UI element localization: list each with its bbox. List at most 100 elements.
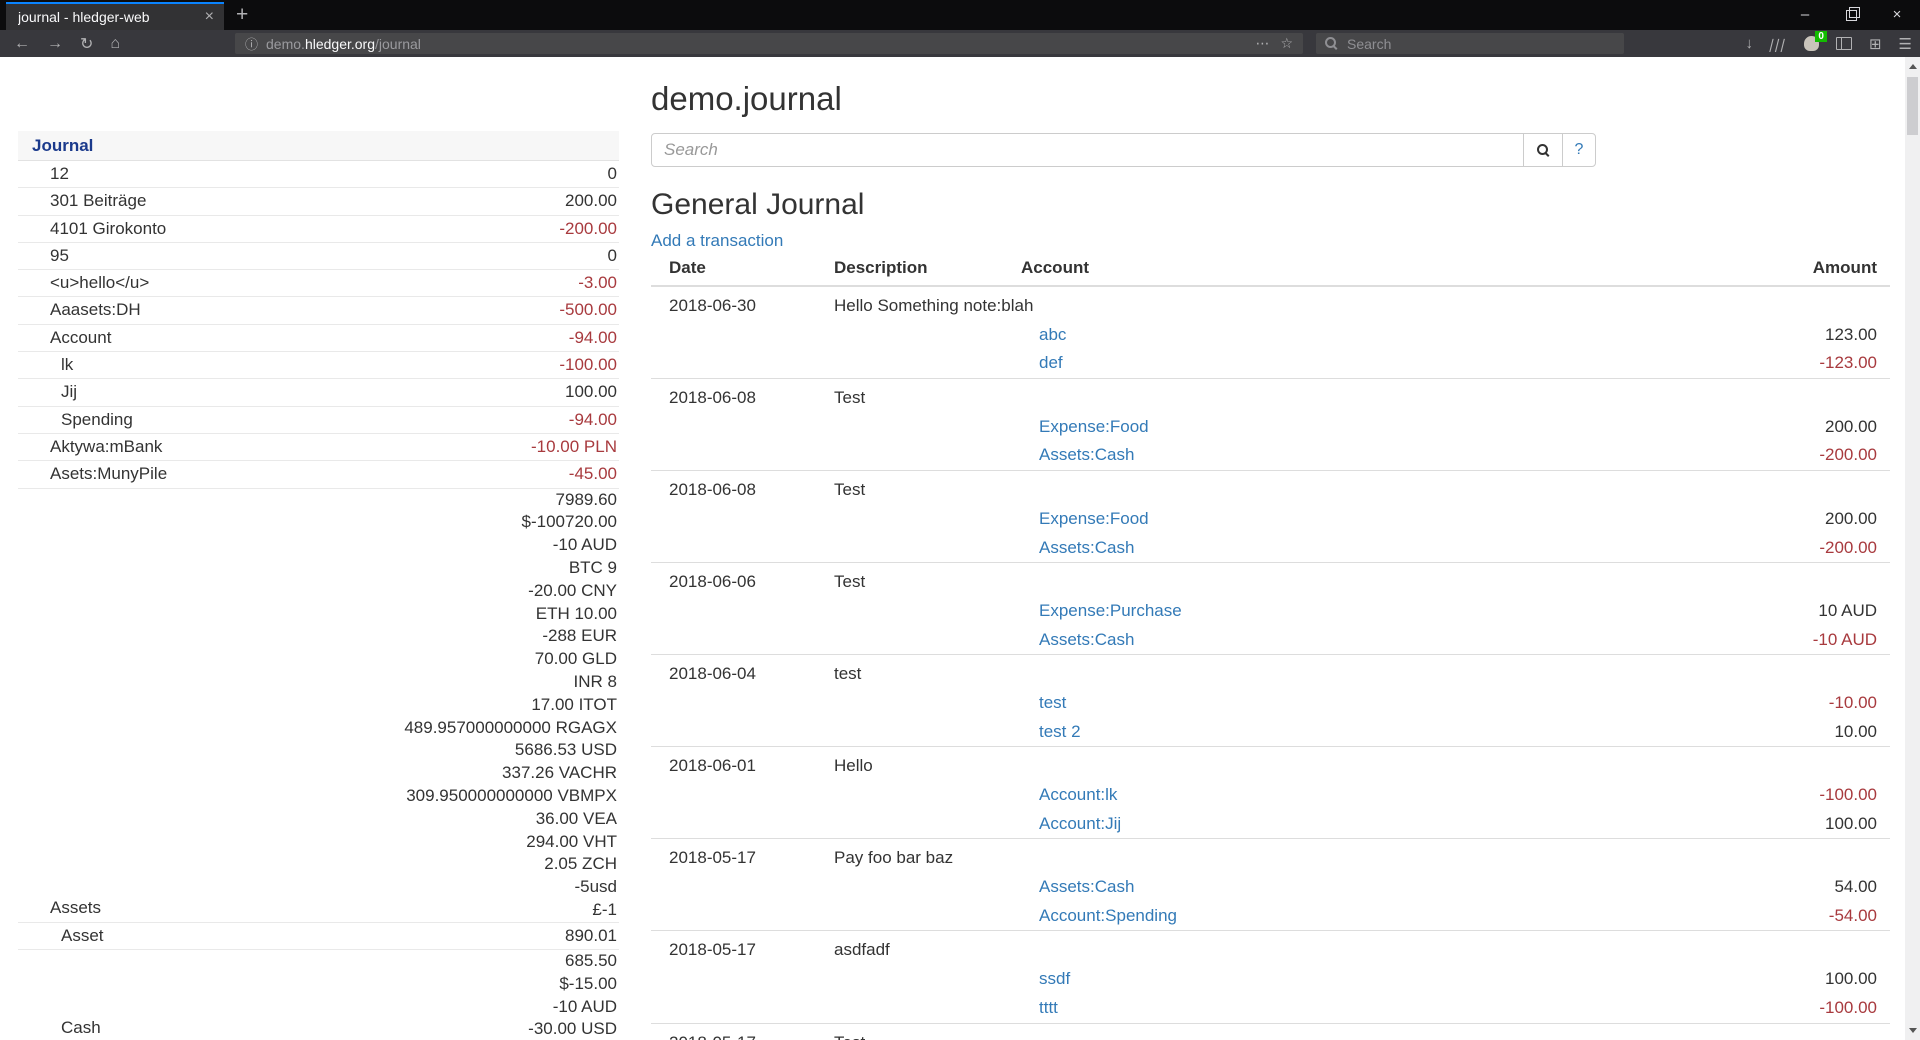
balance-amount: $-15.00 [559,973,617,993]
account-name-link[interactable]: 12 [50,164,69,183]
sidebar-toggle-icon[interactable] [1835,37,1852,50]
posting-account-link[interactable]: test 2 [1039,721,1081,741]
sidebar-account-row: Account -94.00 [18,325,619,353]
account-name-link[interactable]: 301 Beiträge [50,191,147,211]
page-scrollbar[interactable] [1905,57,1920,1040]
journal-link[interactable]: Journal [32,136,94,155]
site-info-icon[interactable]: ⓘ [245,37,259,52]
account-name-link[interactable]: Aaasets:DH [50,300,141,320]
balance-amount: 70.00 GLD [534,649,617,669]
transaction-description: asdfadf [834,940,890,960]
account-name-link[interactable]: Account [50,327,112,347]
posting-amount: 123.00 [1825,324,1877,344]
posting-account-link[interactable]: test [1039,692,1067,712]
close-button[interactable]: × [1892,6,1902,23]
sidebar-account-row: Assets 7989.60 $-100720.00 -10 AUD BTC 9 -20.… [18,489,619,923]
posting-account-link[interactable]: Expense:Purchase [1039,600,1182,620]
url-bar[interactable]: ⓘ demo. hledger.org/journal ⋯ ☆ [235,33,1303,54]
account-name-link[interactable]: Spending [61,409,133,429]
reload-button[interactable]: ↻ [80,35,94,53]
posting-account-link[interactable]: ssdf [1039,969,1071,989]
posting-account-link[interactable]: Assets:Cash [1039,445,1135,465]
account-name-link[interactable]: Assets [50,898,102,918]
add-transaction-link[interactable]: Add a transaction [651,231,784,250]
restore-button[interactable] [1828,0,1874,30]
posting-account-link[interactable]: Account:Spending [1039,905,1177,925]
scroll-up-icon[interactable] [1905,59,1920,74]
posting-amount: -100.00 [1819,997,1877,1017]
posting-account-link[interactable]: Expense:Food [1039,416,1149,436]
minimize-button[interactable]: – [1800,6,1810,23]
posting-row: Assets:Cash -200.00 [651,534,1890,563]
balance-amount: 890.01 [565,925,617,945]
account-name-link[interactable]: 4101 Girokonto [50,218,167,238]
posting-row: tttt -100.00 [651,994,1890,1023]
search-help-button[interactable]: ? [1562,133,1596,167]
transaction-description: Pay foo bar baz [834,848,954,868]
search-submit-button[interactable] [1523,133,1563,167]
transaction-date: 2018-05-17 [669,848,756,868]
account-name-link[interactable]: Cash [61,1017,101,1037]
tab-close-icon[interactable]: × [204,8,214,25]
balance-amount: -20.00 CNY [528,580,617,600]
sidebar-account-row: 12 0 [18,161,619,189]
transaction-date: 2018-05-17 [669,940,756,960]
bookmark-star-icon[interactable]: ☆ [1280,35,1293,51]
extension-icon[interactable]: 0 [1803,31,1827,51]
menu-icon[interactable]: ☰ [1898,35,1912,53]
posting-row: Assets:Cash -200.00 [651,441,1890,470]
back-button[interactable]: ← [14,34,30,52]
downloads-icon[interactable]: ↓ [1745,35,1754,52]
posting-account-link[interactable]: Expense:Food [1039,508,1149,528]
transaction: 2018-05-17 asdfadf ssdf 100.00 tttt -100.00 [651,931,1890,1024]
account-name-link[interactable]: Aktywa:mBank [50,436,163,456]
posting-account-link[interactable]: Account:lk [1039,785,1118,804]
sidebar-account-row: Cash 685.50 $-15.00 -10 AUD -30.00 USD [18,950,619,1040]
browser-search-input[interactable] [1345,34,1589,53]
sidebar-account-row: Asets:MunyPile -45.00 [18,461,619,489]
posting-account-link[interactable]: abc [1039,324,1067,344]
browser-tab[interactable]: journal - hledger-web × [6,2,224,30]
posting-amount: -54.00 [1828,905,1877,925]
navigation-toolbar: ← → ↻ ⌂ ⓘ demo.hledger.org/journal ⋯ ☆ ↓… [0,30,1920,57]
balance-amount: -5usd [574,877,617,897]
account-name-link[interactable]: 95 [50,245,69,265]
new-tab-button[interactable]: + [236,3,249,26]
posting-row: Expense:Food 200.00 [651,505,1890,534]
posting-account-link[interactable]: Assets:Cash [1039,629,1135,649]
account-name-link[interactable]: Jij [61,382,78,402]
sidebar-account-row: <u>hello</u> -3.00 [18,270,619,298]
account-name-link[interactable]: lk [61,355,74,375]
browser-search-box[interactable] [1316,33,1624,54]
transaction-date: 2018-06-30 [669,296,756,315]
account-name-link[interactable]: Asets:MunyPile [50,464,168,484]
page-actions-icon[interactable]: ⋯ [1255,35,1270,51]
scroll-down-icon[interactable] [1905,1023,1920,1038]
transaction-description: Test [834,480,866,500]
account-balance: -200.00 [166,216,619,242]
posting-account-link[interactable]: Account:Jij [1039,813,1122,833]
posting-row: Account:lk -100.00 [651,781,1890,810]
page-title: demo.journal [651,80,842,117]
balance-amount: 100.00 [565,382,617,402]
posting-account-link[interactable]: tttt [1039,997,1058,1017]
posting-account-link[interactable]: Assets:Cash [1039,877,1135,897]
scrollbar-thumb[interactable] [1907,77,1918,135]
posting-amount: 200.00 [1825,508,1877,528]
extension-badge: 0 [1815,31,1827,42]
transaction-date: 2018-05-17 [651,1029,834,1040]
posting-row: Expense:Food 200.00 [651,413,1890,442]
sidebar-account-row: Spending -94.00 [18,407,619,434]
account-name-link[interactable]: <u>hello</u> [50,273,150,293]
forward-button[interactable]: → [47,34,63,52]
journal-search-input[interactable] [651,133,1524,167]
grid-icon[interactable]: ⊞ [1868,35,1882,53]
posting-amount: -200.00 [1819,537,1877,557]
column-header-description: Description [834,258,928,277]
account-name-link[interactable]: Asset [61,925,104,945]
home-button[interactable]: ⌂ [110,34,121,52]
balance-amount: -288 EUR [542,626,617,646]
posting-account-link[interactable]: Assets:Cash [1039,537,1135,557]
posting-account-link[interactable]: def [1039,353,1063,373]
library-icon[interactable]: ||| [1768,35,1789,52]
